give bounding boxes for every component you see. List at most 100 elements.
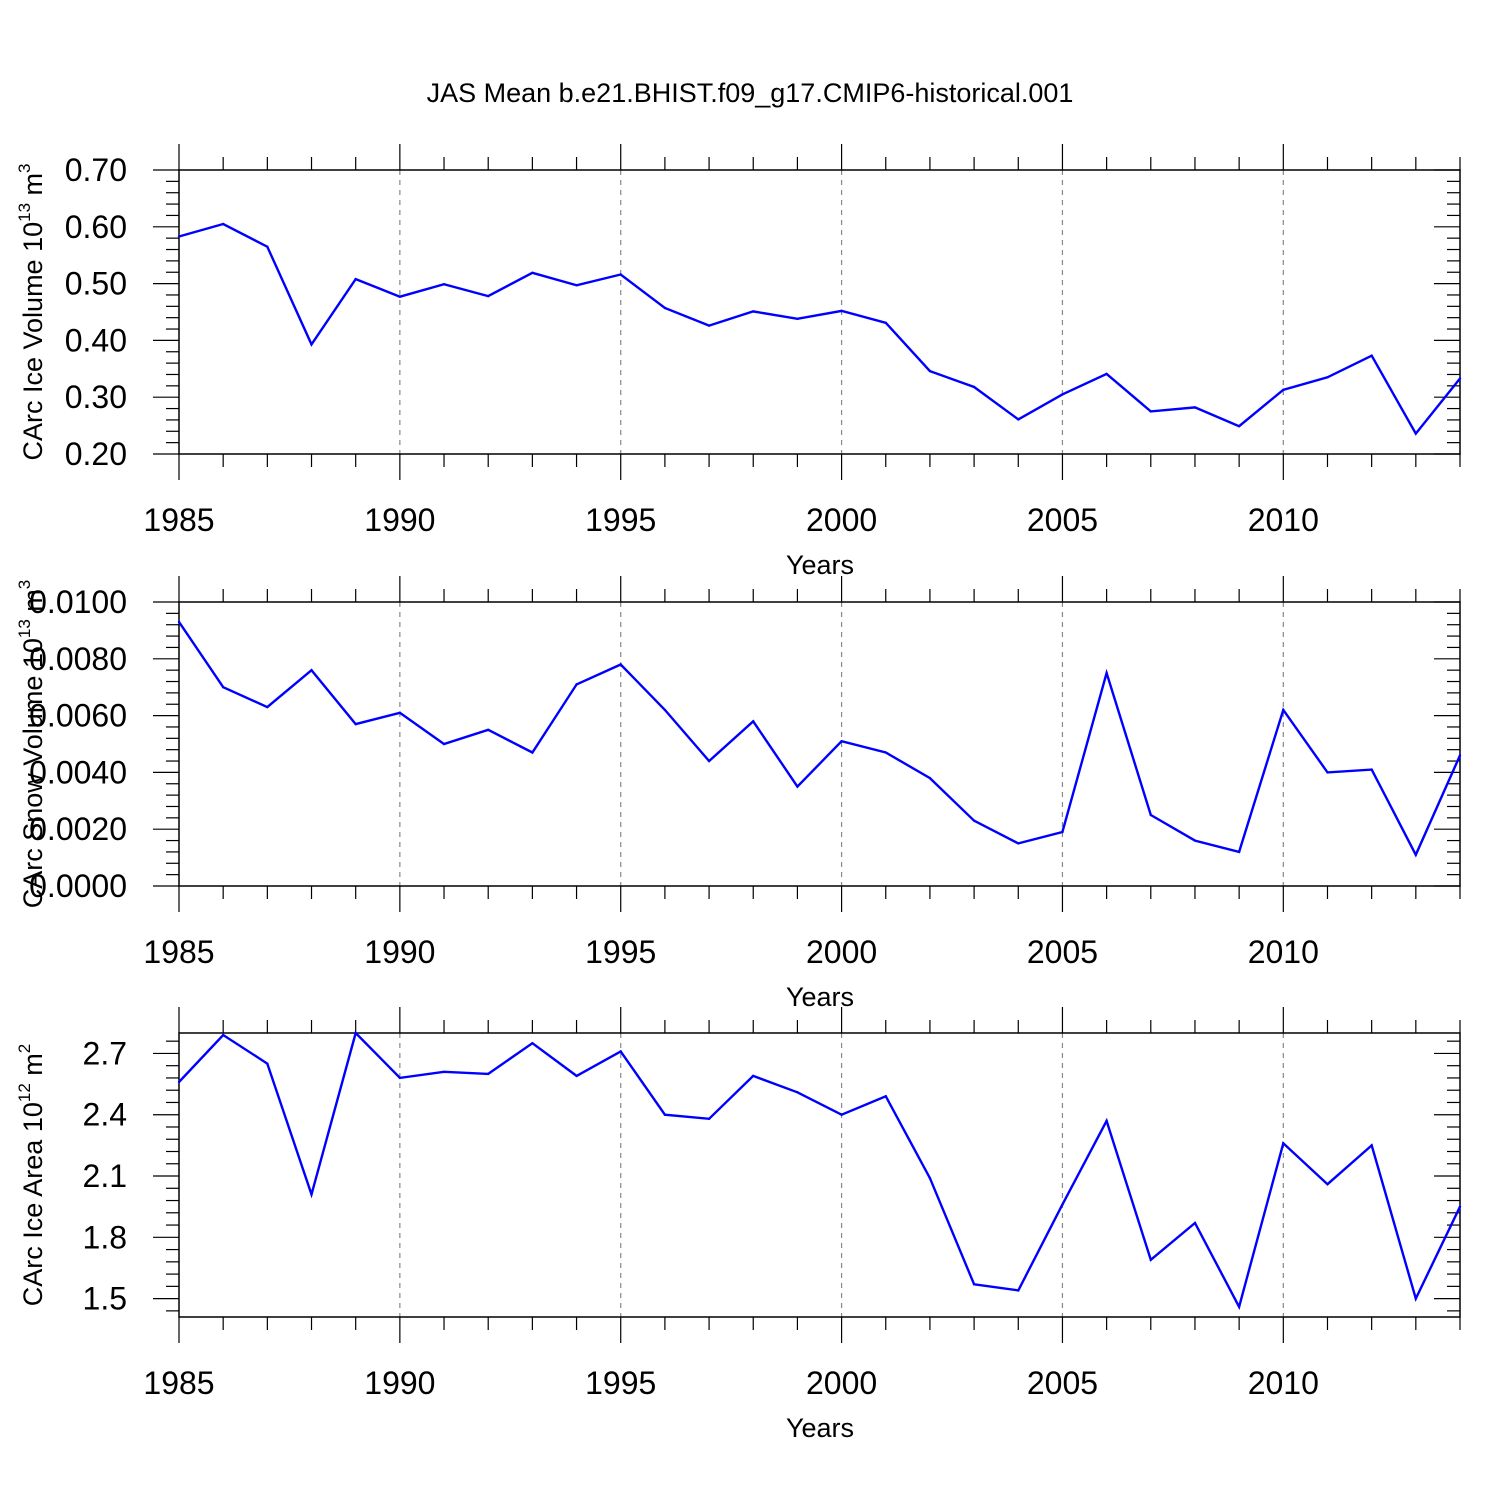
data-point — [1414, 432, 1418, 435]
data-point — [752, 310, 755, 313]
data-point — [531, 751, 534, 754]
x-tick-label: 2005 — [1027, 502, 1098, 538]
y-tick-label: 0.0100 — [29, 584, 127, 620]
data-point — [752, 1074, 755, 1078]
data-point — [398, 1076, 402, 1080]
data-point — [1326, 1182, 1329, 1186]
data-point — [884, 1095, 887, 1098]
data-point — [1061, 393, 1064, 396]
data-point — [221, 222, 225, 226]
y-tick-label: 0.60 — [65, 209, 127, 245]
data-point — [1017, 1289, 1020, 1292]
x-tick-label: 1995 — [585, 934, 656, 970]
data-point — [796, 785, 799, 788]
data-point — [619, 273, 622, 276]
data-point — [840, 309, 843, 313]
y-tick-label: 2.4 — [83, 1097, 127, 1133]
x-axis-title: Years — [786, 1413, 854, 1443]
data-point — [177, 235, 181, 238]
data-point — [1282, 388, 1285, 392]
x-tick-label: 2010 — [1248, 934, 1319, 970]
data-point — [1414, 1297, 1418, 1300]
series-line — [178, 222, 1461, 436]
x-axis-title: Years — [786, 550, 854, 580]
x-tick-label: 2010 — [1248, 502, 1319, 538]
y-tick-label: 1.5 — [83, 1281, 127, 1317]
figure-title: JAS Mean b.e21.BHIST.f09_g17.CMIP6-histo… — [426, 78, 1074, 108]
data-point — [1237, 424, 1241, 428]
data-point — [972, 385, 976, 389]
data-point — [884, 321, 887, 324]
data-point — [575, 284, 578, 287]
data-point — [398, 711, 402, 714]
data-point — [354, 277, 357, 281]
data-point — [1370, 354, 1373, 357]
data-point — [442, 282, 446, 286]
data-point — [266, 705, 269, 709]
data-point — [221, 686, 225, 689]
y-tick-label: 1.8 — [83, 1219, 127, 1255]
data-point — [487, 728, 490, 731]
data-point — [177, 1080, 181, 1084]
data-point — [1061, 830, 1064, 834]
x-axis-title: Years — [786, 982, 854, 1012]
data-point — [310, 668, 313, 672]
x-tick-label: 2005 — [1027, 1365, 1098, 1401]
data-point — [663, 1113, 667, 1116]
x-tick-label: 2005 — [1027, 934, 1098, 970]
data-point — [221, 1033, 225, 1037]
x-tick-label: 1990 — [364, 934, 435, 970]
x-tick-label: 1995 — [585, 1365, 656, 1401]
data-point — [177, 620, 181, 624]
series-line — [178, 621, 1462, 858]
data-point — [928, 369, 932, 373]
data-point — [1458, 754, 1462, 757]
plot-frame — [178, 601, 1461, 887]
data-point — [487, 1072, 490, 1076]
y-tick-label: 0.70 — [65, 152, 127, 188]
x-tick-label: 1985 — [143, 934, 214, 970]
data-point — [1458, 377, 1462, 380]
data-point — [707, 759, 711, 763]
y-axis-title: CArc Ice Area 1012 m2 — [15, 1044, 48, 1307]
data-point — [1237, 850, 1241, 854]
data-point — [1193, 406, 1197, 409]
data-point — [1326, 771, 1329, 774]
data-point — [1149, 813, 1152, 817]
data-point — [266, 245, 269, 248]
data-point — [1149, 410, 1152, 413]
y-tick-label: 2.7 — [83, 1035, 127, 1071]
data-point — [1105, 671, 1108, 675]
x-tick-label: 1985 — [143, 502, 214, 538]
data-point — [398, 295, 402, 298]
data-point — [1149, 1258, 1152, 1261]
y-tick-label: 0.40 — [65, 322, 127, 358]
data-point — [1017, 418, 1020, 421]
data-point — [972, 1283, 976, 1286]
data-point — [1414, 853, 1418, 856]
data-point — [796, 317, 799, 321]
plot-frame — [178, 169, 1461, 455]
data-point — [1326, 376, 1329, 379]
data-point — [1370, 1144, 1373, 1147]
data-point — [707, 1117, 711, 1121]
y-tick-label: 2.1 — [83, 1158, 127, 1194]
data-point — [1282, 1142, 1285, 1145]
x-tick-label: 2010 — [1248, 1365, 1319, 1401]
x-tick-label: 1990 — [364, 502, 435, 538]
y-tick-label: 0.30 — [65, 379, 127, 415]
data-point — [1017, 842, 1020, 845]
data-point — [752, 720, 755, 723]
data-point — [310, 343, 313, 346]
x-tick-label: 2000 — [806, 502, 877, 538]
data-point — [1193, 839, 1197, 842]
plot-frame — [178, 1032, 1461, 1318]
data-point — [531, 271, 534, 275]
data-point — [1237, 1305, 1241, 1308]
data-point — [1105, 1119, 1108, 1123]
data-point — [707, 324, 711, 327]
data-point — [1193, 1221, 1197, 1225]
data-point — [928, 1176, 932, 1180]
